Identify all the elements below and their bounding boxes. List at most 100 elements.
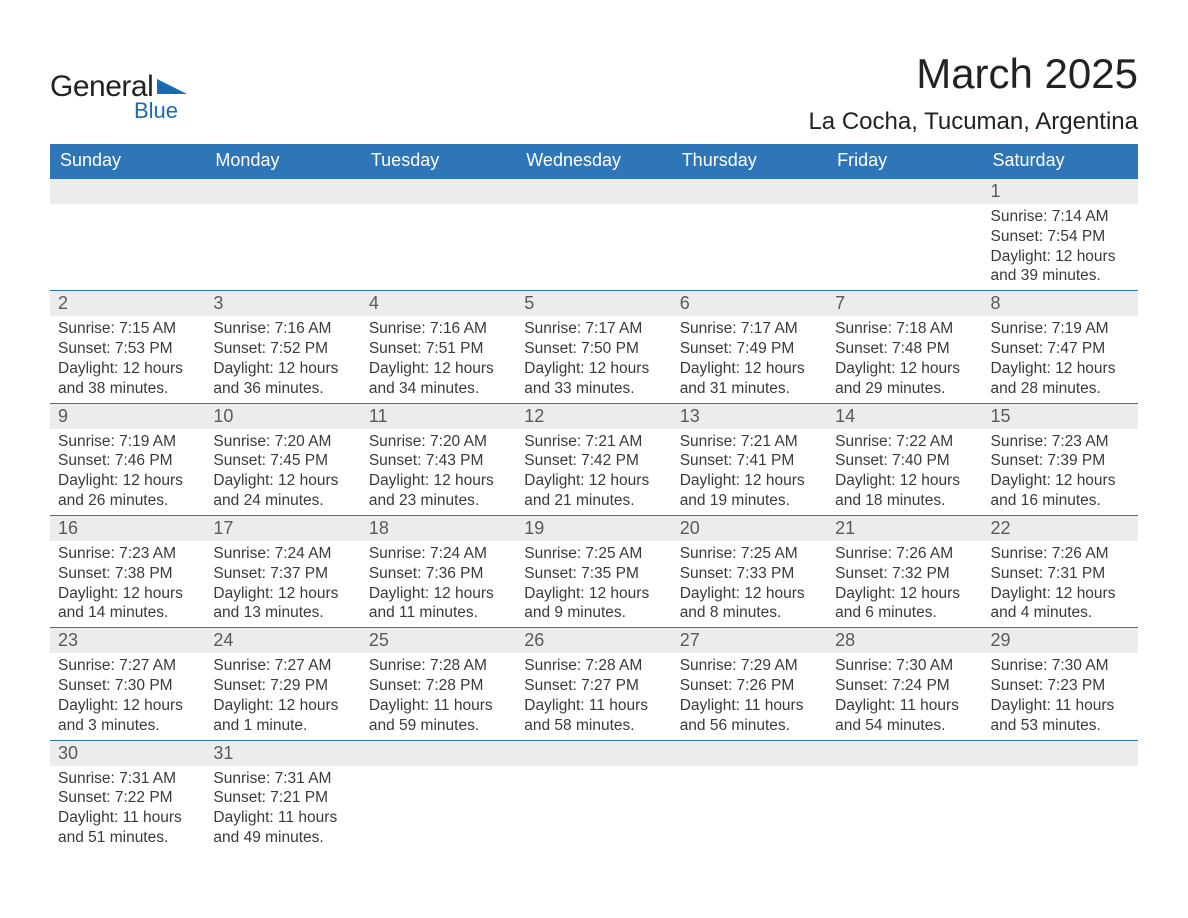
day-cell: Sunrise: 7:17 AMSunset: 7:49 PMDaylight:…	[672, 316, 827, 403]
day-cell	[361, 766, 516, 854]
sunrise-text: Sunrise: 7:16 AM	[369, 319, 508, 339]
sunset-text: Sunset: 7:23 PM	[991, 676, 1130, 696]
day-cell	[827, 204, 982, 291]
daylight-text: Daylight: 12 hours and 33 minutes.	[524, 359, 663, 399]
daylight-text: Daylight: 12 hours and 8 minutes.	[680, 584, 819, 624]
sunset-text: Sunset: 7:27 PM	[524, 676, 663, 696]
day-cell: Sunrise: 7:24 AMSunset: 7:36 PMDaylight:…	[361, 541, 516, 628]
daylight-text: Daylight: 12 hours and 16 minutes.	[991, 471, 1130, 511]
calendar-body: 1 Sunrise: 7:14 AMSunset: 7:54 PMDayligh…	[50, 178, 1138, 854]
day-cell	[672, 204, 827, 291]
sunrise-text: Sunrise: 7:21 AM	[524, 432, 663, 452]
day-number: 2	[50, 291, 205, 317]
day-number: 22	[983, 515, 1138, 541]
day-number	[672, 178, 827, 204]
sunset-text: Sunset: 7:54 PM	[991, 227, 1130, 247]
day-cell	[516, 766, 671, 854]
day-number: 24	[205, 628, 360, 654]
sunset-text: Sunset: 7:45 PM	[213, 451, 352, 471]
sunrise-text: Sunrise: 7:19 AM	[58, 432, 197, 452]
sunset-text: Sunset: 7:36 PM	[369, 564, 508, 584]
sunset-text: Sunset: 7:42 PM	[524, 451, 663, 471]
sunset-text: Sunset: 7:40 PM	[835, 451, 974, 471]
sunrise-text: Sunrise: 7:30 AM	[991, 656, 1130, 676]
day-cell: Sunrise: 7:28 AMSunset: 7:28 PMDaylight:…	[361, 653, 516, 740]
daylight-text: Daylight: 12 hours and 3 minutes.	[58, 696, 197, 736]
day-header: Wednesday	[516, 144, 671, 178]
day-cell: Sunrise: 7:27 AMSunset: 7:29 PMDaylight:…	[205, 653, 360, 740]
sunset-text: Sunset: 7:47 PM	[991, 339, 1130, 359]
daylight-text: Daylight: 11 hours and 56 minutes.	[680, 696, 819, 736]
daylight-text: Daylight: 12 hours and 21 minutes.	[524, 471, 663, 511]
day-cell: Sunrise: 7:28 AMSunset: 7:27 PMDaylight:…	[516, 653, 671, 740]
daylight-text: Daylight: 11 hours and 54 minutes.	[835, 696, 974, 736]
sunset-text: Sunset: 7:35 PM	[524, 564, 663, 584]
sunrise-text: Sunrise: 7:18 AM	[835, 319, 974, 339]
daylight-text: Daylight: 12 hours and 39 minutes.	[991, 247, 1130, 287]
sunset-text: Sunset: 7:37 PM	[213, 564, 352, 584]
day-cell: Sunrise: 7:29 AMSunset: 7:26 PMDaylight:…	[672, 653, 827, 740]
content-row: Sunrise: 7:27 AMSunset: 7:30 PMDaylight:…	[50, 653, 1138, 740]
sunrise-text: Sunrise: 7:16 AM	[213, 319, 352, 339]
daylight-text: Daylight: 12 hours and 36 minutes.	[213, 359, 352, 399]
day-number: 16	[50, 515, 205, 541]
daylight-text: Daylight: 12 hours and 28 minutes.	[991, 359, 1130, 399]
day-cell: Sunrise: 7:26 AMSunset: 7:31 PMDaylight:…	[983, 541, 1138, 628]
content-row: Sunrise: 7:19 AMSunset: 7:46 PMDaylight:…	[50, 429, 1138, 516]
sunrise-text: Sunrise: 7:25 AM	[680, 544, 819, 564]
daylight-text: Daylight: 12 hours and 38 minutes.	[58, 359, 197, 399]
day-cell: Sunrise: 7:14 AMSunset: 7:54 PMDaylight:…	[983, 204, 1138, 291]
day-number: 6	[672, 291, 827, 317]
sunset-text: Sunset: 7:29 PM	[213, 676, 352, 696]
daylight-text: Daylight: 12 hours and 1 minute.	[213, 696, 352, 736]
daylight-text: Daylight: 12 hours and 19 minutes.	[680, 471, 819, 511]
sunset-text: Sunset: 7:30 PM	[58, 676, 197, 696]
day-number: 20	[672, 515, 827, 541]
daylight-text: Daylight: 11 hours and 49 minutes.	[213, 808, 352, 848]
day-cell: Sunrise: 7:15 AMSunset: 7:53 PMDaylight:…	[50, 316, 205, 403]
day-number: 3	[205, 291, 360, 317]
header: General Blue March 2025 La Cocha, Tucuma…	[50, 50, 1138, 136]
day-number: 14	[827, 403, 982, 429]
day-number: 25	[361, 628, 516, 654]
sunset-text: Sunset: 7:41 PM	[680, 451, 819, 471]
day-number	[205, 178, 360, 204]
sunset-text: Sunset: 7:49 PM	[680, 339, 819, 359]
day-number	[827, 740, 982, 766]
sunrise-text: Sunrise: 7:31 AM	[213, 769, 352, 789]
day-number: 30	[50, 740, 205, 766]
day-cell: Sunrise: 7:17 AMSunset: 7:50 PMDaylight:…	[516, 316, 671, 403]
content-row: Sunrise: 7:31 AMSunset: 7:22 PMDaylight:…	[50, 766, 1138, 854]
daynum-row: 1	[50, 178, 1138, 204]
sunset-text: Sunset: 7:21 PM	[213, 788, 352, 808]
sunrise-text: Sunrise: 7:15 AM	[58, 319, 197, 339]
location: La Cocha, Tucuman, Argentina	[808, 108, 1138, 136]
day-cell	[827, 766, 982, 854]
day-cell	[983, 766, 1138, 854]
daylight-text: Daylight: 12 hours and 13 minutes.	[213, 584, 352, 624]
sunrise-text: Sunrise: 7:24 AM	[213, 544, 352, 564]
daylight-text: Daylight: 11 hours and 58 minutes.	[524, 696, 663, 736]
daylight-text: Daylight: 12 hours and 9 minutes.	[524, 584, 663, 624]
content-row: Sunrise: 7:23 AMSunset: 7:38 PMDaylight:…	[50, 541, 1138, 628]
sunset-text: Sunset: 7:32 PM	[835, 564, 974, 584]
day-number: 28	[827, 628, 982, 654]
day-number: 1	[983, 178, 1138, 204]
day-cell: Sunrise: 7:19 AMSunset: 7:46 PMDaylight:…	[50, 429, 205, 516]
sunrise-text: Sunrise: 7:19 AM	[991, 319, 1130, 339]
day-cell	[516, 204, 671, 291]
sunrise-text: Sunrise: 7:24 AM	[369, 544, 508, 564]
sunrise-text: Sunrise: 7:27 AM	[58, 656, 197, 676]
day-number: 15	[983, 403, 1138, 429]
day-header: Saturday	[983, 144, 1138, 178]
day-number: 29	[983, 628, 1138, 654]
day-cell	[361, 204, 516, 291]
sunrise-text: Sunrise: 7:17 AM	[524, 319, 663, 339]
day-number: 5	[516, 291, 671, 317]
day-cell: Sunrise: 7:16 AMSunset: 7:52 PMDaylight:…	[205, 316, 360, 403]
day-cell: Sunrise: 7:31 AMSunset: 7:21 PMDaylight:…	[205, 766, 360, 854]
day-cell: Sunrise: 7:20 AMSunset: 7:43 PMDaylight:…	[361, 429, 516, 516]
sunset-text: Sunset: 7:52 PM	[213, 339, 352, 359]
sunset-text: Sunset: 7:24 PM	[835, 676, 974, 696]
sunrise-text: Sunrise: 7:14 AM	[991, 207, 1130, 227]
